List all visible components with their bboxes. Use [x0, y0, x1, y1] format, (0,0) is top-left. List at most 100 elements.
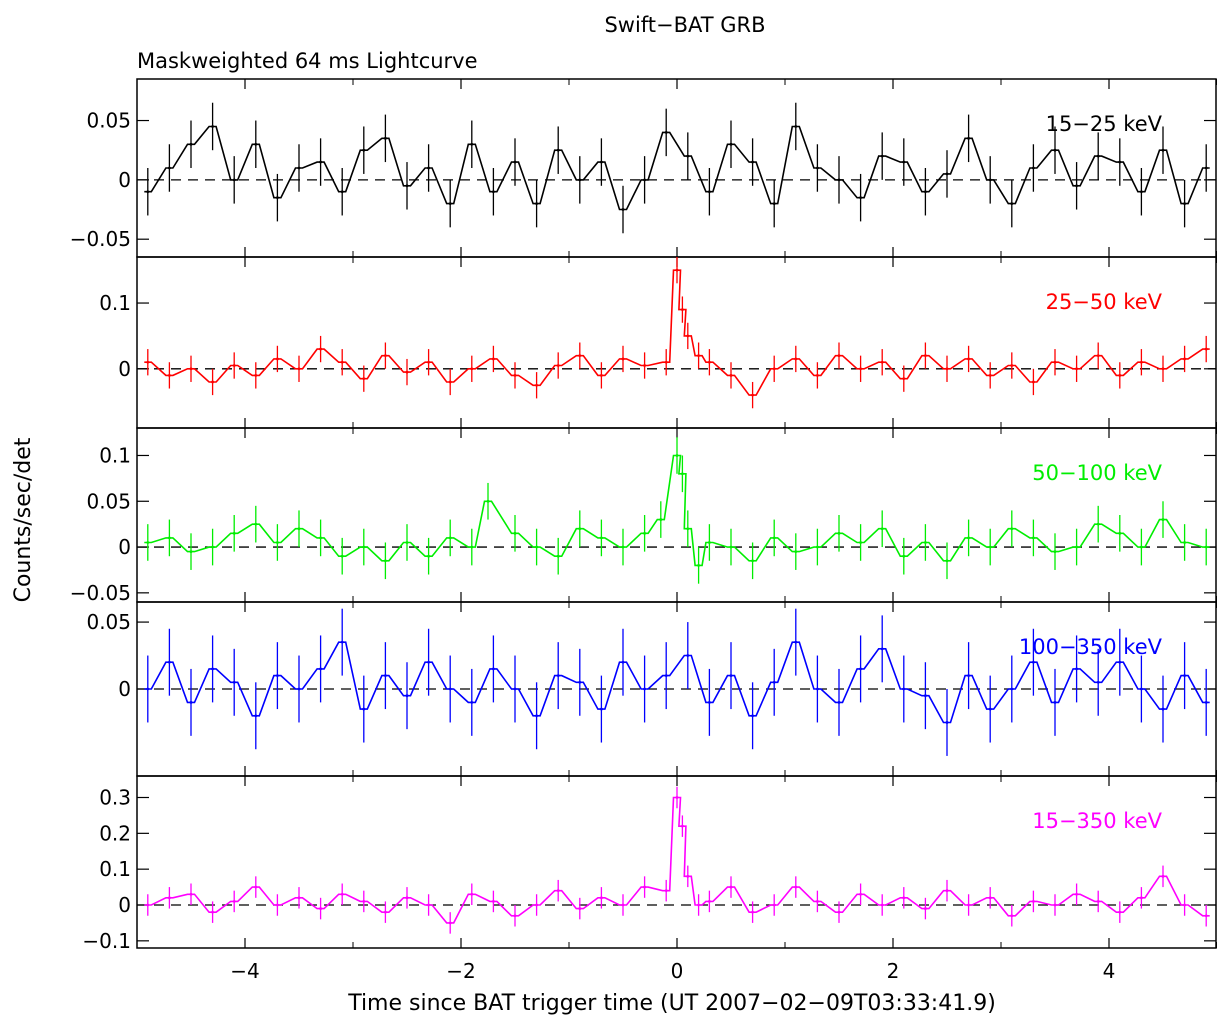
- y-tick-label: 0: [118, 357, 131, 381]
- data-point: [1183, 674, 1186, 678]
- data-point: [708, 190, 711, 194]
- data-point: [988, 707, 992, 711]
- data-point: [708, 700, 711, 704]
- y-tick-label: 0: [118, 677, 131, 701]
- data-point: [211, 545, 215, 549]
- data-point: [448, 921, 452, 925]
- data-point: [664, 674, 668, 678]
- data-point: [1140, 360, 1143, 364]
- data-point: [578, 527, 582, 531]
- data-point: [486, 499, 490, 503]
- data-point: [535, 202, 538, 206]
- data-point: [600, 373, 603, 377]
- data-point: [772, 680, 776, 684]
- data-point: [1118, 531, 1122, 535]
- data-point: [448, 380, 452, 384]
- data-point: [427, 660, 430, 664]
- data-point: [837, 178, 841, 182]
- data-point: [859, 367, 862, 371]
- data-point: [708, 541, 711, 544]
- data-point: [1096, 522, 1100, 526]
- data-point: [470, 545, 474, 549]
- band-label: 15−25 keV: [1046, 112, 1163, 136]
- data-point: [1010, 364, 1014, 367]
- data-point: [664, 889, 668, 893]
- data-point: [708, 900, 711, 903]
- chart-title: Swift−BAT GRB: [604, 13, 765, 37]
- data-point: [1053, 903, 1057, 907]
- data-point: [967, 357, 970, 361]
- data-point: [621, 357, 625, 361]
- data-point: [945, 889, 949, 893]
- data-point: [621, 545, 625, 549]
- data-point: [816, 166, 819, 170]
- y-tick-label: 0.05: [86, 109, 131, 133]
- data-point: [513, 373, 517, 377]
- data-point: [902, 160, 906, 164]
- data-point: [384, 910, 387, 914]
- data-point: [1161, 874, 1165, 878]
- y-tick-label: 0.1: [99, 857, 131, 881]
- data-point: [319, 907, 322, 910]
- x-tick-label: 4: [1103, 959, 1116, 983]
- data-point: [232, 178, 236, 182]
- data-point: [681, 824, 684, 828]
- data-point: [988, 896, 992, 900]
- data-point: [621, 903, 625, 907]
- data-point: [1118, 373, 1122, 377]
- data-point: [967, 903, 970, 907]
- data-point: [859, 541, 862, 544]
- data-point: [1053, 700, 1057, 704]
- data-point: [772, 536, 776, 540]
- data-point: [211, 380, 215, 384]
- data-point: [1204, 347, 1208, 351]
- data-point: [751, 910, 754, 914]
- data-point: [1204, 700, 1208, 704]
- y-tick-label: 0.05: [86, 489, 131, 513]
- data-point: [168, 896, 171, 900]
- data-point: [1161, 367, 1165, 371]
- data-point: [1161, 148, 1165, 152]
- data-point: [697, 354, 700, 358]
- data-point: [1183, 202, 1186, 206]
- data-point: [319, 667, 322, 671]
- panel-0: −0.05 0 0.05 15−25 keV: [70, 78, 1217, 258]
- data-point: [384, 559, 387, 563]
- data-point: [880, 154, 884, 158]
- data-point: [340, 892, 344, 896]
- data-point: [772, 903, 776, 907]
- y-tick-label: 0.1: [99, 443, 131, 467]
- data-point: [319, 160, 322, 164]
- data-point: [924, 354, 927, 358]
- data-point: [1161, 518, 1165, 521]
- x-tick-label: −2: [446, 959, 475, 983]
- data-point: [535, 383, 538, 387]
- data-point: [681, 308, 684, 312]
- x-tick-label: −4: [230, 959, 259, 983]
- data-point: [924, 907, 927, 910]
- data-point: [1075, 667, 1078, 671]
- data-point: [254, 522, 258, 526]
- data-point: [319, 536, 322, 540]
- data-point: [362, 545, 366, 549]
- data-point: [1075, 545, 1078, 549]
- data-point: [470, 892, 474, 896]
- data-point: [556, 364, 560, 367]
- data-point: [427, 166, 430, 170]
- data-point: [945, 559, 949, 563]
- data-point: [448, 687, 452, 691]
- data-point: [924, 190, 927, 194]
- data-point: [967, 674, 970, 678]
- y-tick-label: 0: [118, 535, 131, 559]
- data-point: [1140, 190, 1143, 194]
- data-point: [643, 531, 646, 535]
- data-point: [319, 347, 322, 351]
- data-point: [1053, 360, 1057, 364]
- band-label: 15−350 keV: [1032, 809, 1162, 833]
- data-point: [297, 166, 301, 170]
- data-point: [276, 357, 279, 361]
- data-point: [837, 531, 841, 535]
- data-point: [1140, 896, 1143, 900]
- data-point: [276, 903, 279, 907]
